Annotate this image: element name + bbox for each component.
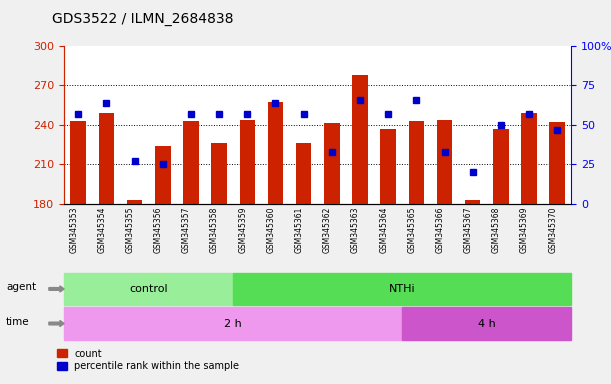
Text: GSM345369: GSM345369: [520, 207, 529, 253]
Bar: [240, 119, 255, 204]
Text: 2 h: 2 h: [224, 318, 242, 329]
Text: GSM345353: GSM345353: [69, 207, 78, 253]
Text: GSM345364: GSM345364: [379, 207, 388, 253]
Text: control: control: [130, 284, 168, 294]
Bar: [127, 200, 142, 204]
Bar: [64, 273, 233, 305]
Bar: [324, 124, 340, 204]
Legend: count, percentile rank within the sample: count, percentile rank within the sample: [57, 349, 240, 371]
Text: GDS3522 / ILMN_2684838: GDS3522 / ILMN_2684838: [52, 12, 233, 25]
Bar: [296, 143, 312, 204]
Text: GSM345361: GSM345361: [295, 207, 304, 253]
Text: GSM345355: GSM345355: [126, 207, 134, 253]
Bar: [381, 129, 396, 204]
Text: GSM345360: GSM345360: [266, 207, 276, 253]
Text: GSM345370: GSM345370: [548, 207, 557, 253]
Bar: [183, 121, 199, 204]
Text: GSM345358: GSM345358: [210, 207, 219, 253]
Text: GSM345356: GSM345356: [154, 207, 163, 253]
Text: time: time: [6, 316, 30, 327]
Bar: [493, 129, 508, 204]
Text: GSM345357: GSM345357: [182, 207, 191, 253]
Bar: [233, 273, 571, 305]
Bar: [549, 122, 565, 204]
Bar: [64, 307, 402, 340]
Bar: [155, 146, 170, 204]
Text: GSM345366: GSM345366: [436, 207, 445, 253]
Bar: [437, 119, 452, 204]
Bar: [402, 307, 571, 340]
Bar: [521, 113, 537, 204]
Text: 4 h: 4 h: [478, 318, 496, 329]
Text: GSM345354: GSM345354: [97, 207, 106, 253]
Text: GSM345367: GSM345367: [464, 207, 473, 253]
Bar: [465, 200, 480, 204]
Text: GSM345368: GSM345368: [492, 207, 501, 253]
Text: GSM345362: GSM345362: [323, 207, 332, 253]
Bar: [409, 121, 424, 204]
Text: GSM345359: GSM345359: [238, 207, 247, 253]
Bar: [98, 113, 114, 204]
Text: NTHi: NTHi: [389, 284, 415, 294]
Text: agent: agent: [6, 282, 36, 292]
Text: GSM345365: GSM345365: [408, 207, 416, 253]
Bar: [352, 75, 368, 204]
Bar: [268, 103, 284, 204]
Bar: [70, 121, 86, 204]
Bar: [211, 143, 227, 204]
Text: GSM345363: GSM345363: [351, 207, 360, 253]
